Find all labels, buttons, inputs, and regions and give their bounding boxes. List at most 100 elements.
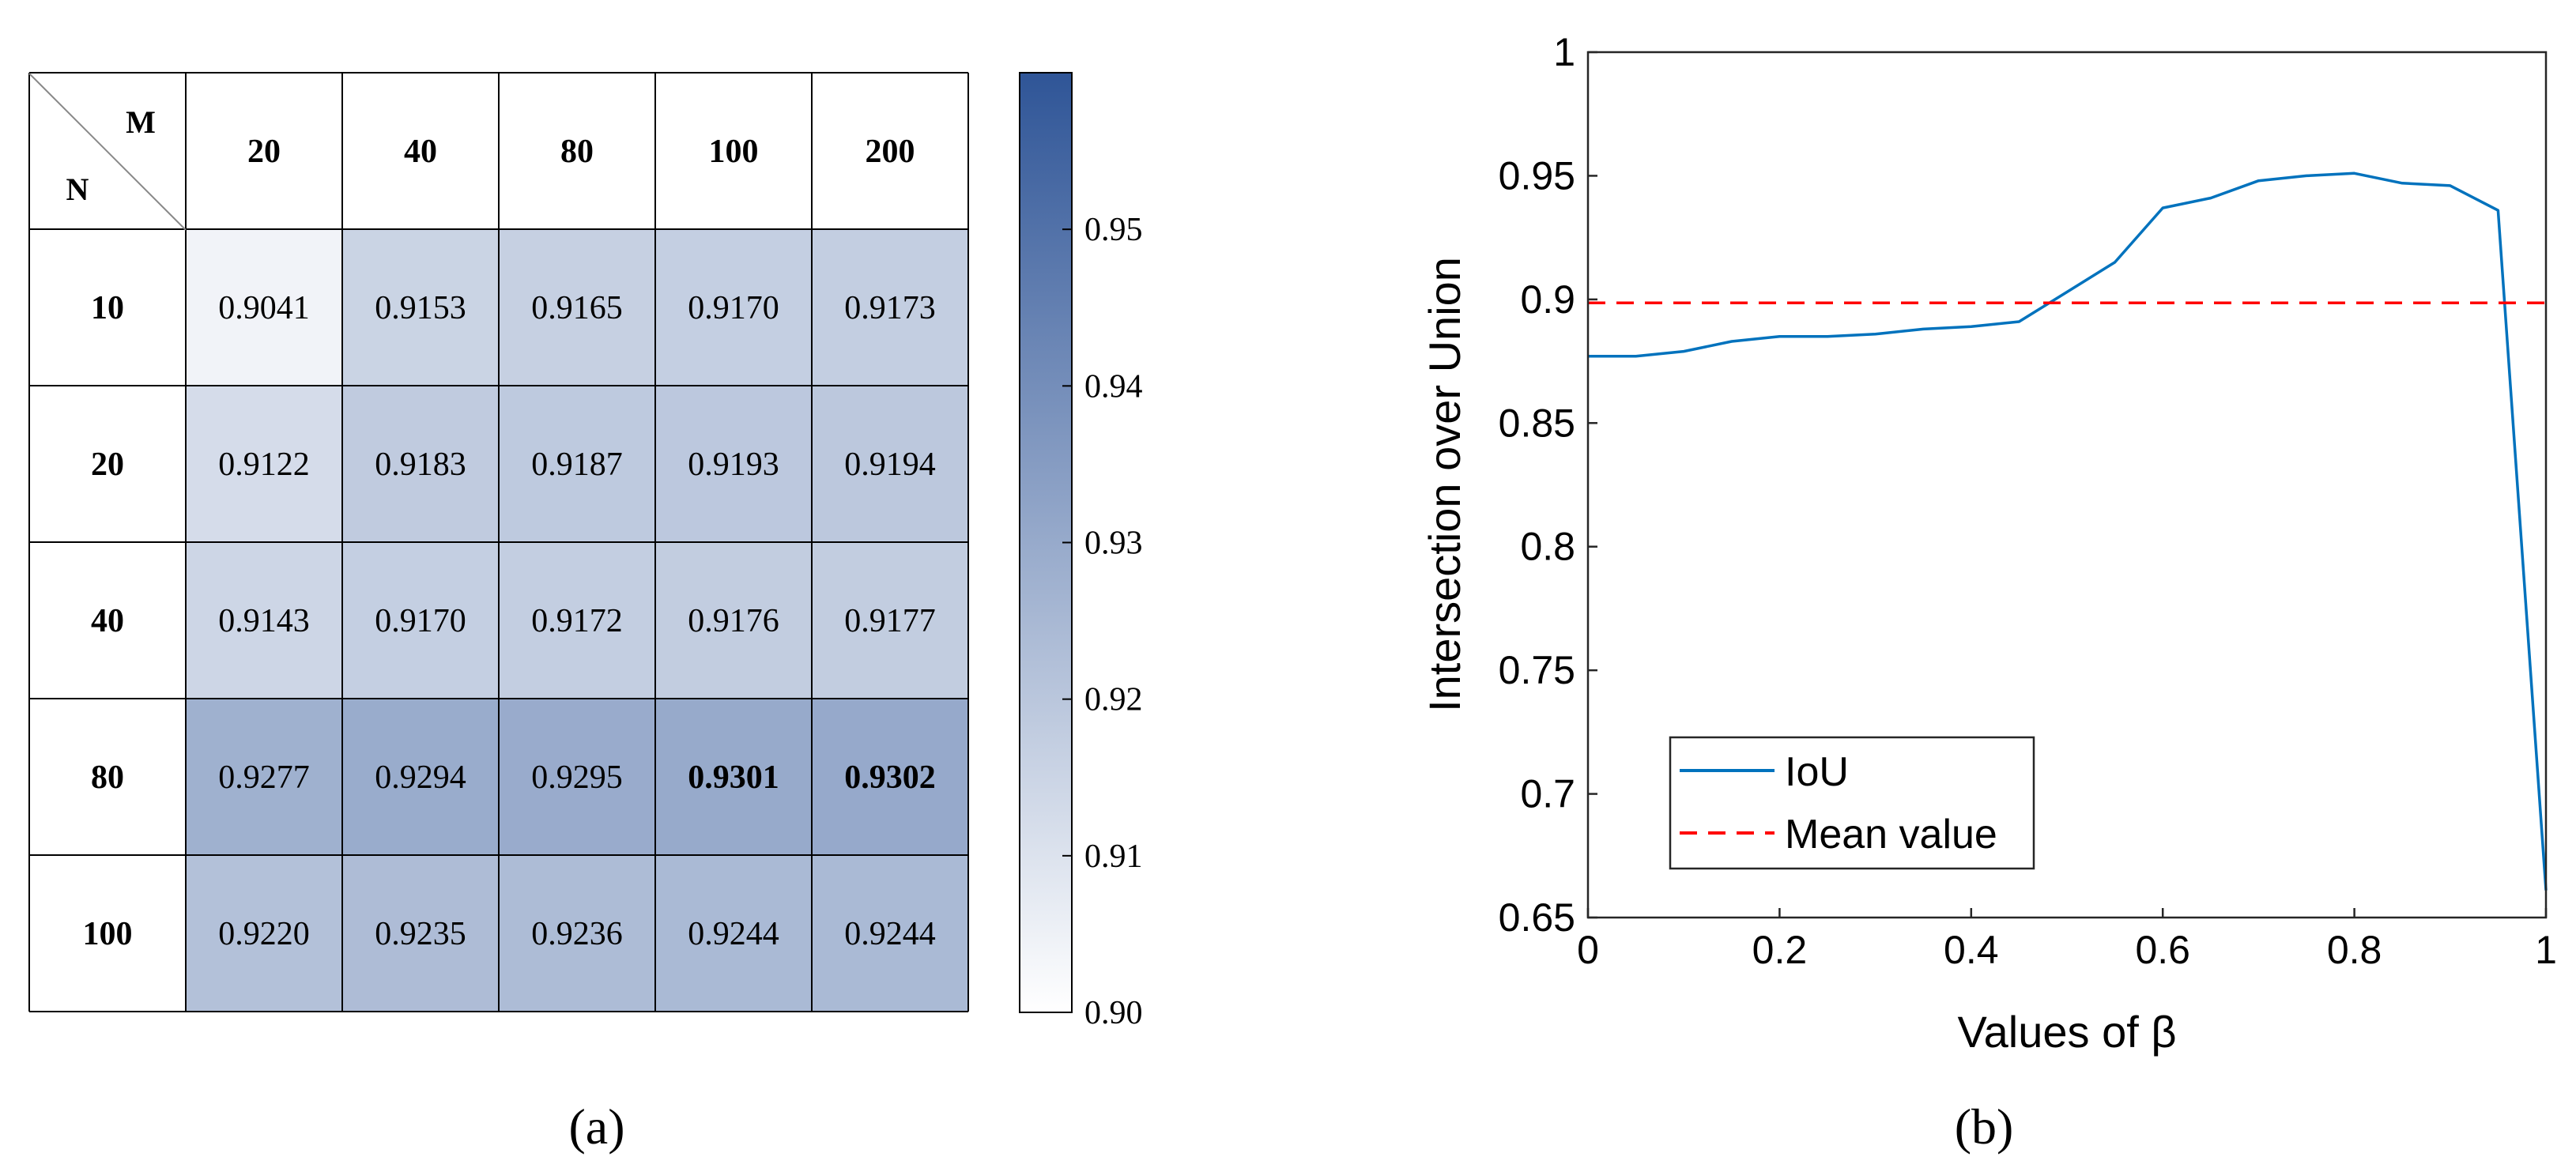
- heatmap-cell: [186, 855, 342, 1012]
- heatmap-cell: [186, 229, 342, 386]
- heatmap-cell: [812, 699, 968, 855]
- corner-row-label: N: [66, 171, 89, 207]
- heatmap-cell: [342, 229, 499, 386]
- heatmap-cell: [342, 542, 499, 699]
- heatmap-row-label: 40: [91, 603, 124, 639]
- colorbar-tick-label: 0.93: [1084, 526, 1143, 562]
- colorbar-ticks: 0.90 0.91 0.92 0.93 0.94 0.95: [1062, 212, 1143, 1031]
- heatmap-row-label: 100: [83, 916, 133, 952]
- heatmap-cell: [655, 542, 812, 699]
- legend: IoU Mean value: [1669, 736, 2035, 870]
- legend-mean-label: Mean value: [1785, 812, 1997, 857]
- heatmap-value: 0.9295: [531, 759, 623, 796]
- heatmap-value: 0.9194: [844, 447, 936, 483]
- heatmap-cell: [655, 699, 812, 855]
- y-axis-title: Intersection over Union: [1420, 257, 1469, 712]
- y-tick-label: 0.8: [1520, 525, 1575, 569]
- legend-iou-label: IoU: [1785, 749, 1849, 795]
- y-tick-label: 0.75: [1499, 648, 1575, 692]
- heatmap-cell: [655, 855, 812, 1012]
- heatmap-value: 0.9277: [218, 759, 310, 796]
- heatmap-value: 0.9294: [375, 759, 466, 796]
- heatmap-cell: [499, 386, 655, 542]
- heatmap-cell: [186, 542, 342, 699]
- y-tick-label: 1: [1553, 30, 1575, 74]
- heatmap-value: 0.9177: [844, 603, 936, 639]
- heatmap-value: 0.9170: [375, 603, 466, 639]
- heatmap-value: 0.9183: [375, 447, 466, 483]
- legend-box: [1669, 736, 2035, 870]
- x-tick-label: 0.4: [1944, 928, 1999, 972]
- heatmap-values: 0.9041 0.9153 0.9165 0.9170 0.9173 0.9122 0.91…: [218, 290, 936, 952]
- heatmap-cell: [499, 855, 655, 1012]
- panel-b-label: (b): [1955, 1099, 2014, 1155]
- line-series: [1588, 171, 2548, 891]
- heatmap-column-label: 200: [866, 134, 915, 170]
- heatmap-cell: [655, 229, 812, 386]
- heatmap-value: 0.9122: [218, 447, 310, 483]
- heatmap-cell: [342, 855, 499, 1012]
- heatmap-row-labels: 10 20 40 80 100: [83, 290, 133, 952]
- heatmap-column-label: 20: [247, 134, 281, 170]
- heatmap-cell: [186, 386, 342, 542]
- y-tick-label: 0.85: [1499, 401, 1575, 445]
- heatmap-value: 0.9301: [688, 759, 779, 796]
- heatmap-cell: [812, 386, 968, 542]
- heatmap-value: 0.9165: [531, 290, 623, 326]
- heatmap-cell: [186, 699, 342, 855]
- heatmap-value: 0.9041: [218, 290, 310, 326]
- heatmap-column-label: 100: [709, 134, 759, 170]
- heatmap-column-label: 80: [560, 134, 594, 170]
- heatmap-value: 0.9170: [688, 290, 779, 326]
- x-tick-label: 0: [1577, 928, 1599, 972]
- heatmap-cell: [499, 542, 655, 699]
- heatmap-value: 0.9220: [218, 916, 310, 952]
- heatmap-value: 0.9172: [531, 603, 623, 639]
- iou-line: [1588, 171, 2548, 891]
- x-tick-label: 0.2: [1752, 928, 1808, 972]
- heatmap-cell: [812, 229, 968, 386]
- heatmap-value: 0.9235: [375, 916, 466, 952]
- heatmap-value: 0.9302: [844, 759, 936, 796]
- heatmap-cell: [342, 386, 499, 542]
- heatmap-row-label: 80: [91, 759, 124, 796]
- corner-col-label: M: [126, 104, 156, 140]
- panel-a-label: (a): [568, 1099, 624, 1155]
- heatmap-value: 0.9236: [531, 916, 623, 952]
- x-tick-label: 1: [2535, 928, 2557, 972]
- heatmap-value: 0.9244: [688, 916, 779, 952]
- heatmap-value: 0.9153: [375, 290, 466, 326]
- heatmap-cell: [499, 699, 655, 855]
- heatmap-cell: [812, 542, 968, 699]
- heatmap-value: 0.9244: [844, 916, 936, 952]
- y-tick-label: 0.7: [1520, 772, 1575, 816]
- heatmap-panel: M N 20 40 80 100 200 10 20 40 80 100 0.9041 0.915…: [28, 72, 1143, 1155]
- heatmap-cells: [186, 229, 968, 1012]
- x-axis-title: Values of β: [1957, 1007, 2176, 1057]
- colorbar-tick-label: 0.95: [1084, 212, 1143, 248]
- heatmap-value: 0.9176: [688, 603, 779, 639]
- heatmap-cell: [342, 699, 499, 855]
- heatmap-value: 0.9187: [531, 447, 623, 483]
- heatmap-value: 0.9173: [844, 290, 936, 326]
- heatmap-cell: [812, 855, 968, 1012]
- heatmap-column-labels: 20 40 80 100 200: [247, 134, 915, 170]
- heatmap-cell: [499, 229, 655, 386]
- colorbar-tick-label: 0.90: [1084, 995, 1143, 1031]
- colorbar-tick-label: 0.94: [1084, 368, 1143, 405]
- y-axis-ticks: 0.65 0.7 0.75 0.8 0.85 0.9 0.95 1: [1499, 30, 1597, 940]
- heatmap-column-label: 40: [404, 134, 437, 170]
- colorbar-tick-label: 0.92: [1084, 682, 1143, 718]
- plot-frame: [1586, 51, 2548, 919]
- heatmap-cell: [655, 386, 812, 542]
- x-tick-label: 0.8: [2327, 928, 2382, 972]
- x-tick-label: 0.6: [2135, 928, 2190, 972]
- colorbar-tick-label: 0.91: [1084, 838, 1143, 875]
- y-tick-label: 0.65: [1499, 895, 1575, 940]
- line-chart-panel: 0 0.2 0.4 0.6 0.8 1 0.65 0.7 0.75 0.8 0.85 0.9 0.95…: [1420, 30, 2557, 1155]
- y-tick-label: 0.95: [1499, 153, 1575, 198]
- heatmap-row-label: 20: [91, 447, 124, 483]
- y-tick-label: 0.9: [1520, 277, 1575, 322]
- heatmap-row-label: 10: [91, 290, 124, 326]
